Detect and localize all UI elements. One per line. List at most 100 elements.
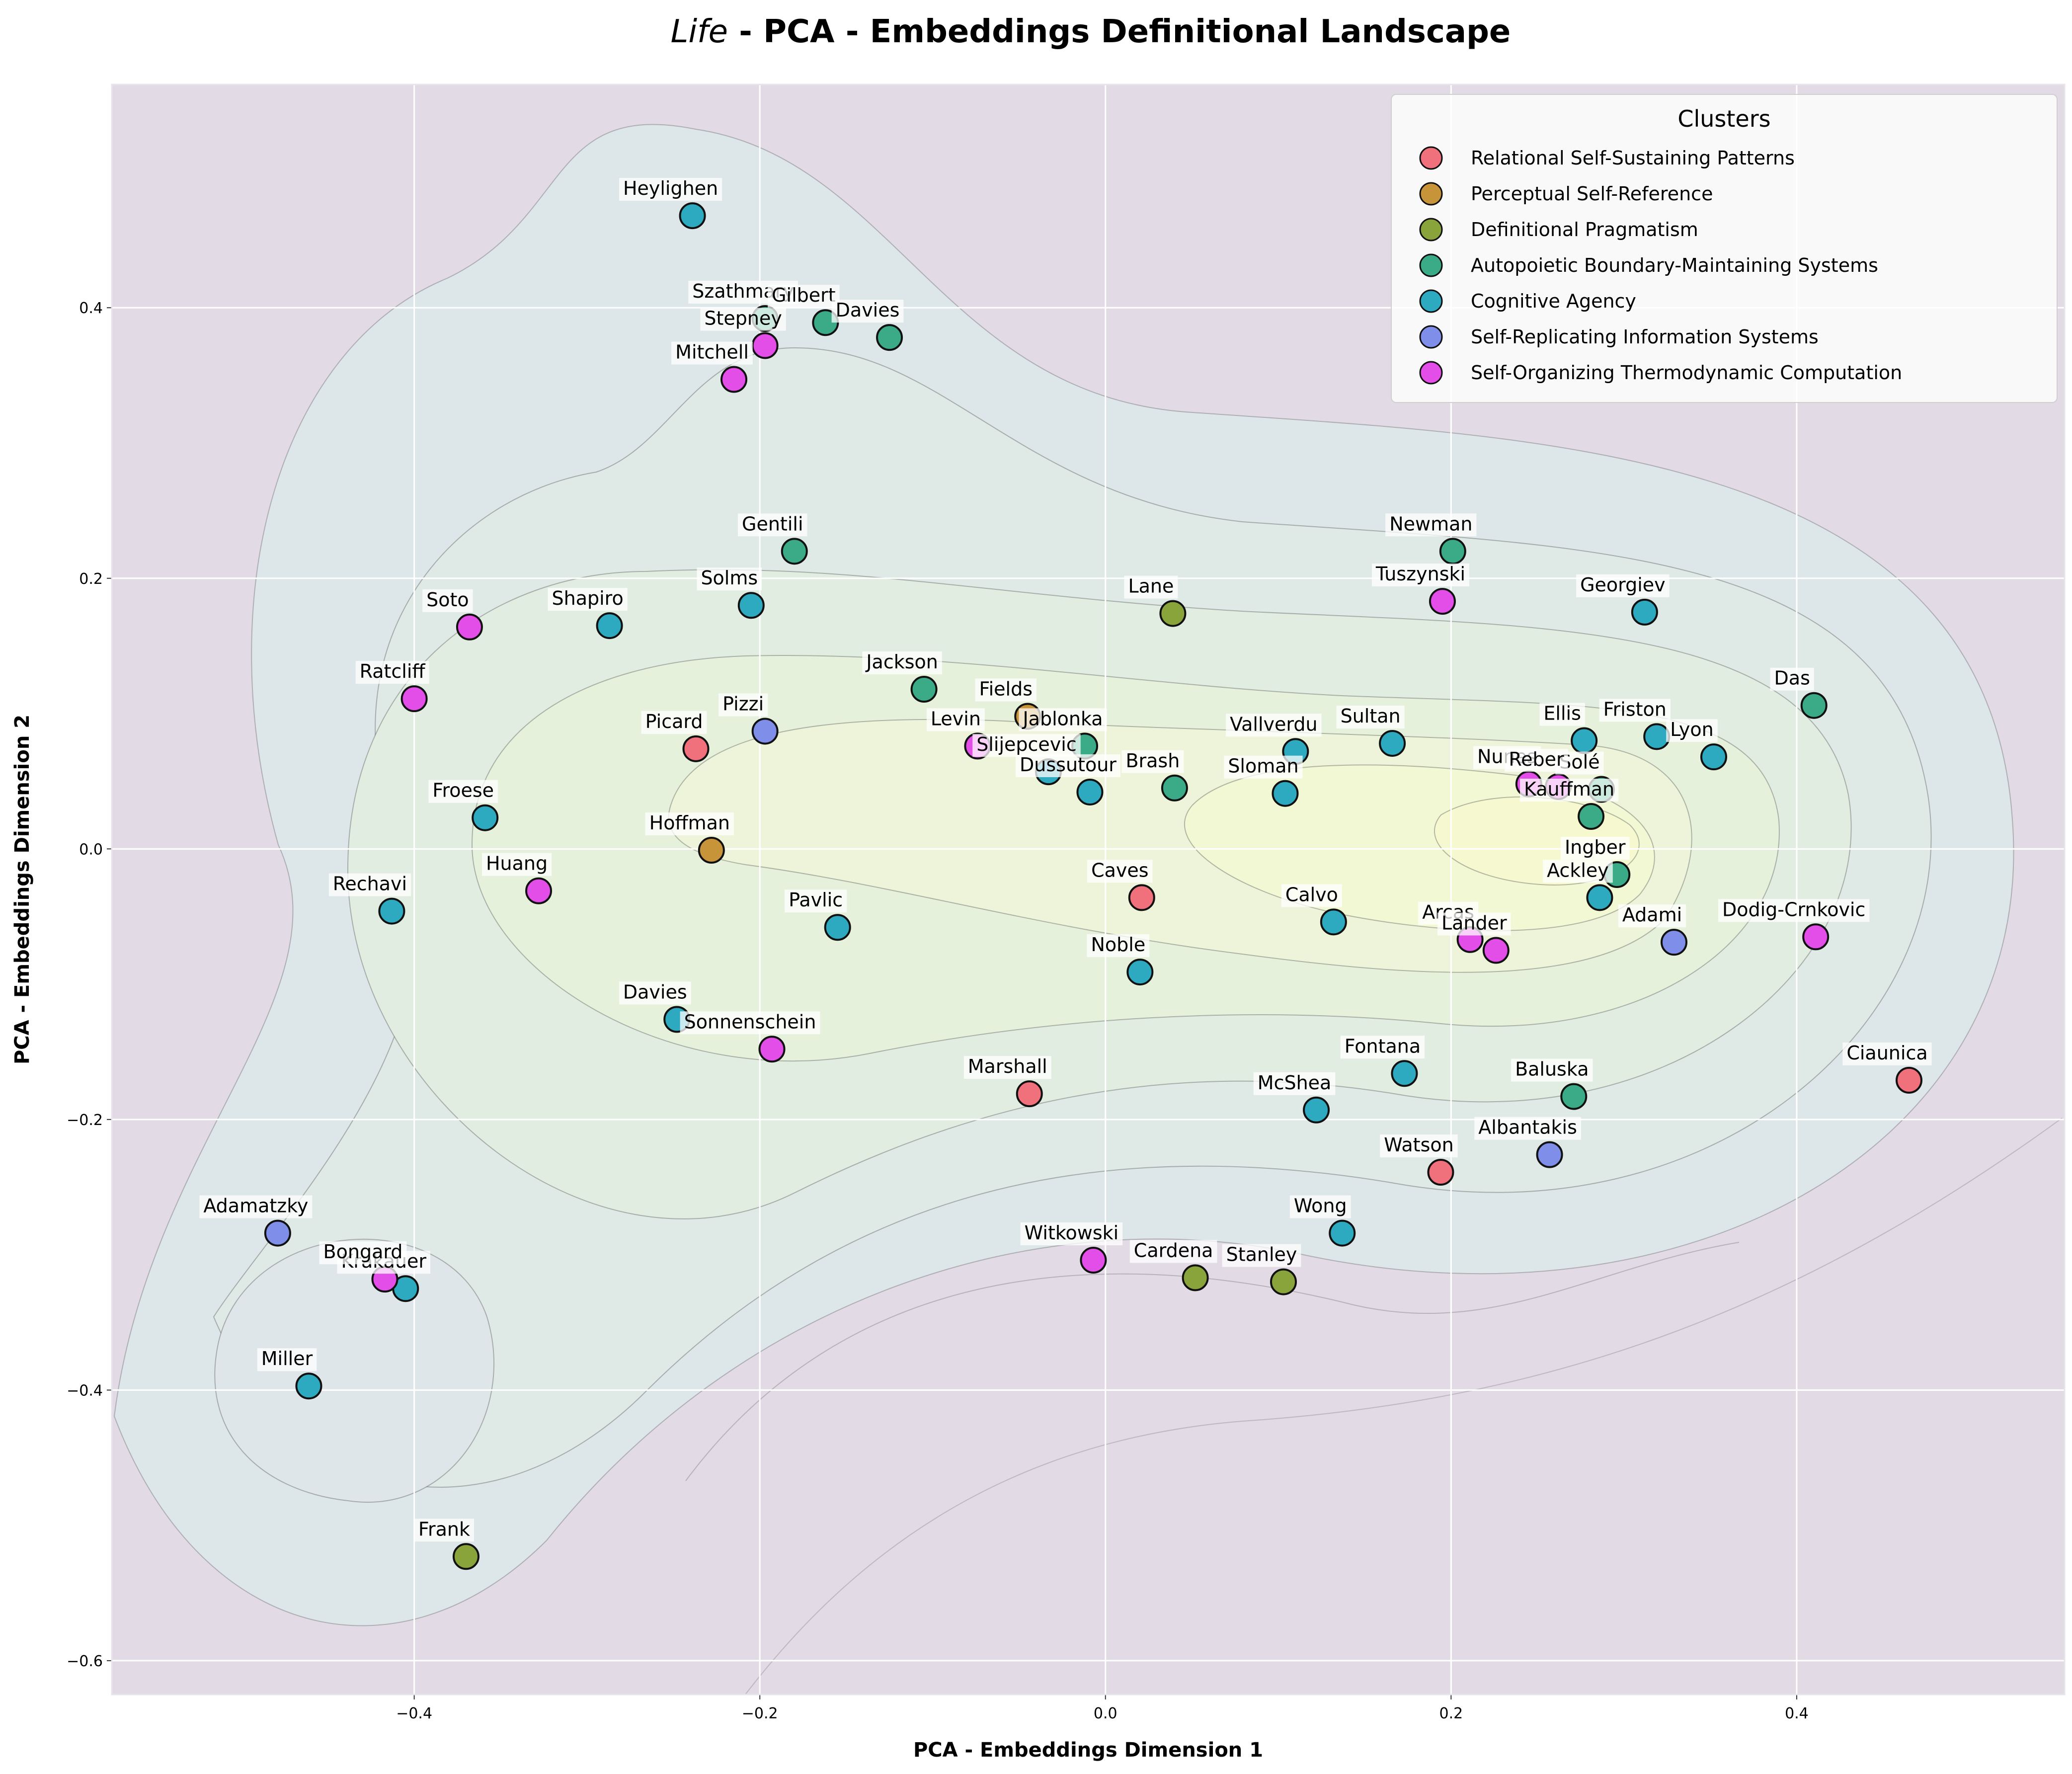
point-label-background (1336, 705, 1405, 728)
legend-marker (1419, 182, 1443, 206)
point-label-text: Vallverdu (1230, 713, 1317, 735)
point-label-background (1519, 778, 1619, 802)
point-label-text: Levin (931, 708, 981, 729)
point-label-background (1505, 749, 1568, 772)
point-label-text: Bongard (323, 1241, 403, 1263)
point-label: Gilbert (768, 284, 840, 308)
data-point (751, 332, 779, 359)
point-label-text: Ciaunica (1846, 1042, 1927, 1064)
point-label-text: Frank (418, 1518, 470, 1540)
data-point (1439, 538, 1466, 565)
point-label: Hoffman (645, 812, 734, 836)
point-label: Dodig-Crnkovic (1718, 898, 1870, 922)
point-label: Friston (1599, 698, 1671, 722)
data-point (1571, 727, 1598, 754)
legend-marker (1419, 253, 1443, 277)
point-label-background (785, 889, 847, 913)
point-labels: Picard Caves Marshall Watson Ciaunica Hoffman… (199, 177, 1932, 1542)
density-contours (113, 124, 2063, 1694)
point-label: Sloman (1224, 755, 1303, 779)
point-label: Ingber (1560, 836, 1630, 860)
point-label: Gentili (738, 513, 807, 537)
point-label-background (328, 873, 411, 896)
point-label-text: Gilbert (772, 284, 836, 306)
point-label-background (671, 341, 753, 365)
point-label-background (1842, 1042, 1932, 1065)
point-label-background (619, 981, 691, 1005)
point-label-text: Witkowski (1025, 1222, 1119, 1244)
data-point (1536, 1141, 1563, 1168)
data-point (1126, 959, 1154, 986)
point-label: Sonnenschein (680, 1011, 820, 1035)
point-label: Bongard (319, 1241, 407, 1265)
data-point (1427, 1159, 1454, 1186)
point-label: Tuszynski (1371, 563, 1470, 587)
data-point (1159, 600, 1187, 627)
data-point (1560, 1083, 1588, 1110)
plot-frame (111, 83, 2066, 1695)
point-label-text: Lyon (1670, 719, 1714, 740)
point-label-text: Cardena (1134, 1239, 1213, 1261)
data-point (1429, 588, 1456, 615)
data-point (1128, 884, 1155, 911)
point-label: Jackson (862, 651, 942, 675)
point-label-background (422, 589, 473, 612)
point-label-background (831, 300, 904, 323)
point-label-background (1019, 708, 1107, 731)
data-point (751, 718, 779, 745)
legend-marker (1419, 218, 1443, 242)
data-point (1643, 723, 1671, 750)
point-label-text: Slijepcevic (976, 733, 1077, 755)
y-tick-label: −0.6 (67, 1653, 103, 1670)
y-tick-label: 0.0 (79, 841, 103, 858)
point-label-text: Miller (261, 1348, 313, 1370)
point-label-text: Sonnenschein (684, 1011, 816, 1033)
point-label-background (319, 1241, 407, 1265)
data-point (1329, 1219, 1356, 1247)
point-label-background (548, 588, 628, 611)
point-label: Mitchell (671, 341, 753, 365)
legend-items: Relational Self-Sustaining Patterns Perce… (1419, 146, 1902, 385)
point-label: Adami (1618, 904, 1686, 928)
data-point (295, 1372, 322, 1400)
point-label-background (1020, 1222, 1123, 1246)
density-contour (685, 1242, 1740, 1481)
point-label: Lane (1124, 575, 1178, 599)
point-label: Shapiro (548, 587, 628, 611)
point-label: Lander (1437, 912, 1511, 936)
legend-marker (1419, 289, 1443, 313)
data-point (1895, 1066, 1922, 1094)
data-point (1076, 778, 1104, 806)
point-label-background (1253, 1072, 1336, 1095)
point-label-background (1543, 860, 1613, 883)
point-label-text: Friston (1603, 698, 1667, 720)
data-point (525, 877, 553, 904)
point-label-background (1281, 884, 1342, 907)
point-label-text: Dodig-Crnkovic (1722, 898, 1865, 920)
point-label: Ellis (1539, 703, 1585, 726)
point-label: Levin (926, 708, 985, 731)
point-label: Rechavi (328, 873, 411, 896)
data-point (1080, 1247, 1107, 1274)
point-label-background (1437, 912, 1511, 936)
chart-title: Life - PCA - Embeddings Definitional Lan… (671, 13, 1511, 50)
x-tick-label: 0.4 (1785, 1705, 1809, 1722)
point-label: Dussutour (1016, 754, 1120, 777)
point-label-background (1340, 1036, 1425, 1059)
point-label-background (972, 734, 1081, 757)
legend-label: Self-Organizing Thermodynamic Computatio… (1471, 362, 1902, 384)
data-point (1802, 923, 1830, 951)
data-point (472, 804, 499, 831)
y-axis-title: PCA - Embeddings Dimension 2 (11, 715, 34, 1064)
point-label-text: Solms (701, 567, 758, 589)
point-label-background (257, 1348, 317, 1371)
point-label-text: Tuszynski (1375, 563, 1465, 585)
data-point (1700, 743, 1727, 771)
legend-title: Clusters (1677, 105, 1770, 132)
point-label-text: Rechavi (333, 873, 407, 895)
chart-title-italic: Life (671, 13, 728, 50)
point-label-text: Brash (1125, 750, 1180, 772)
point-label-background (355, 661, 429, 684)
data-point (758, 1036, 786, 1063)
data-point (1272, 780, 1299, 807)
